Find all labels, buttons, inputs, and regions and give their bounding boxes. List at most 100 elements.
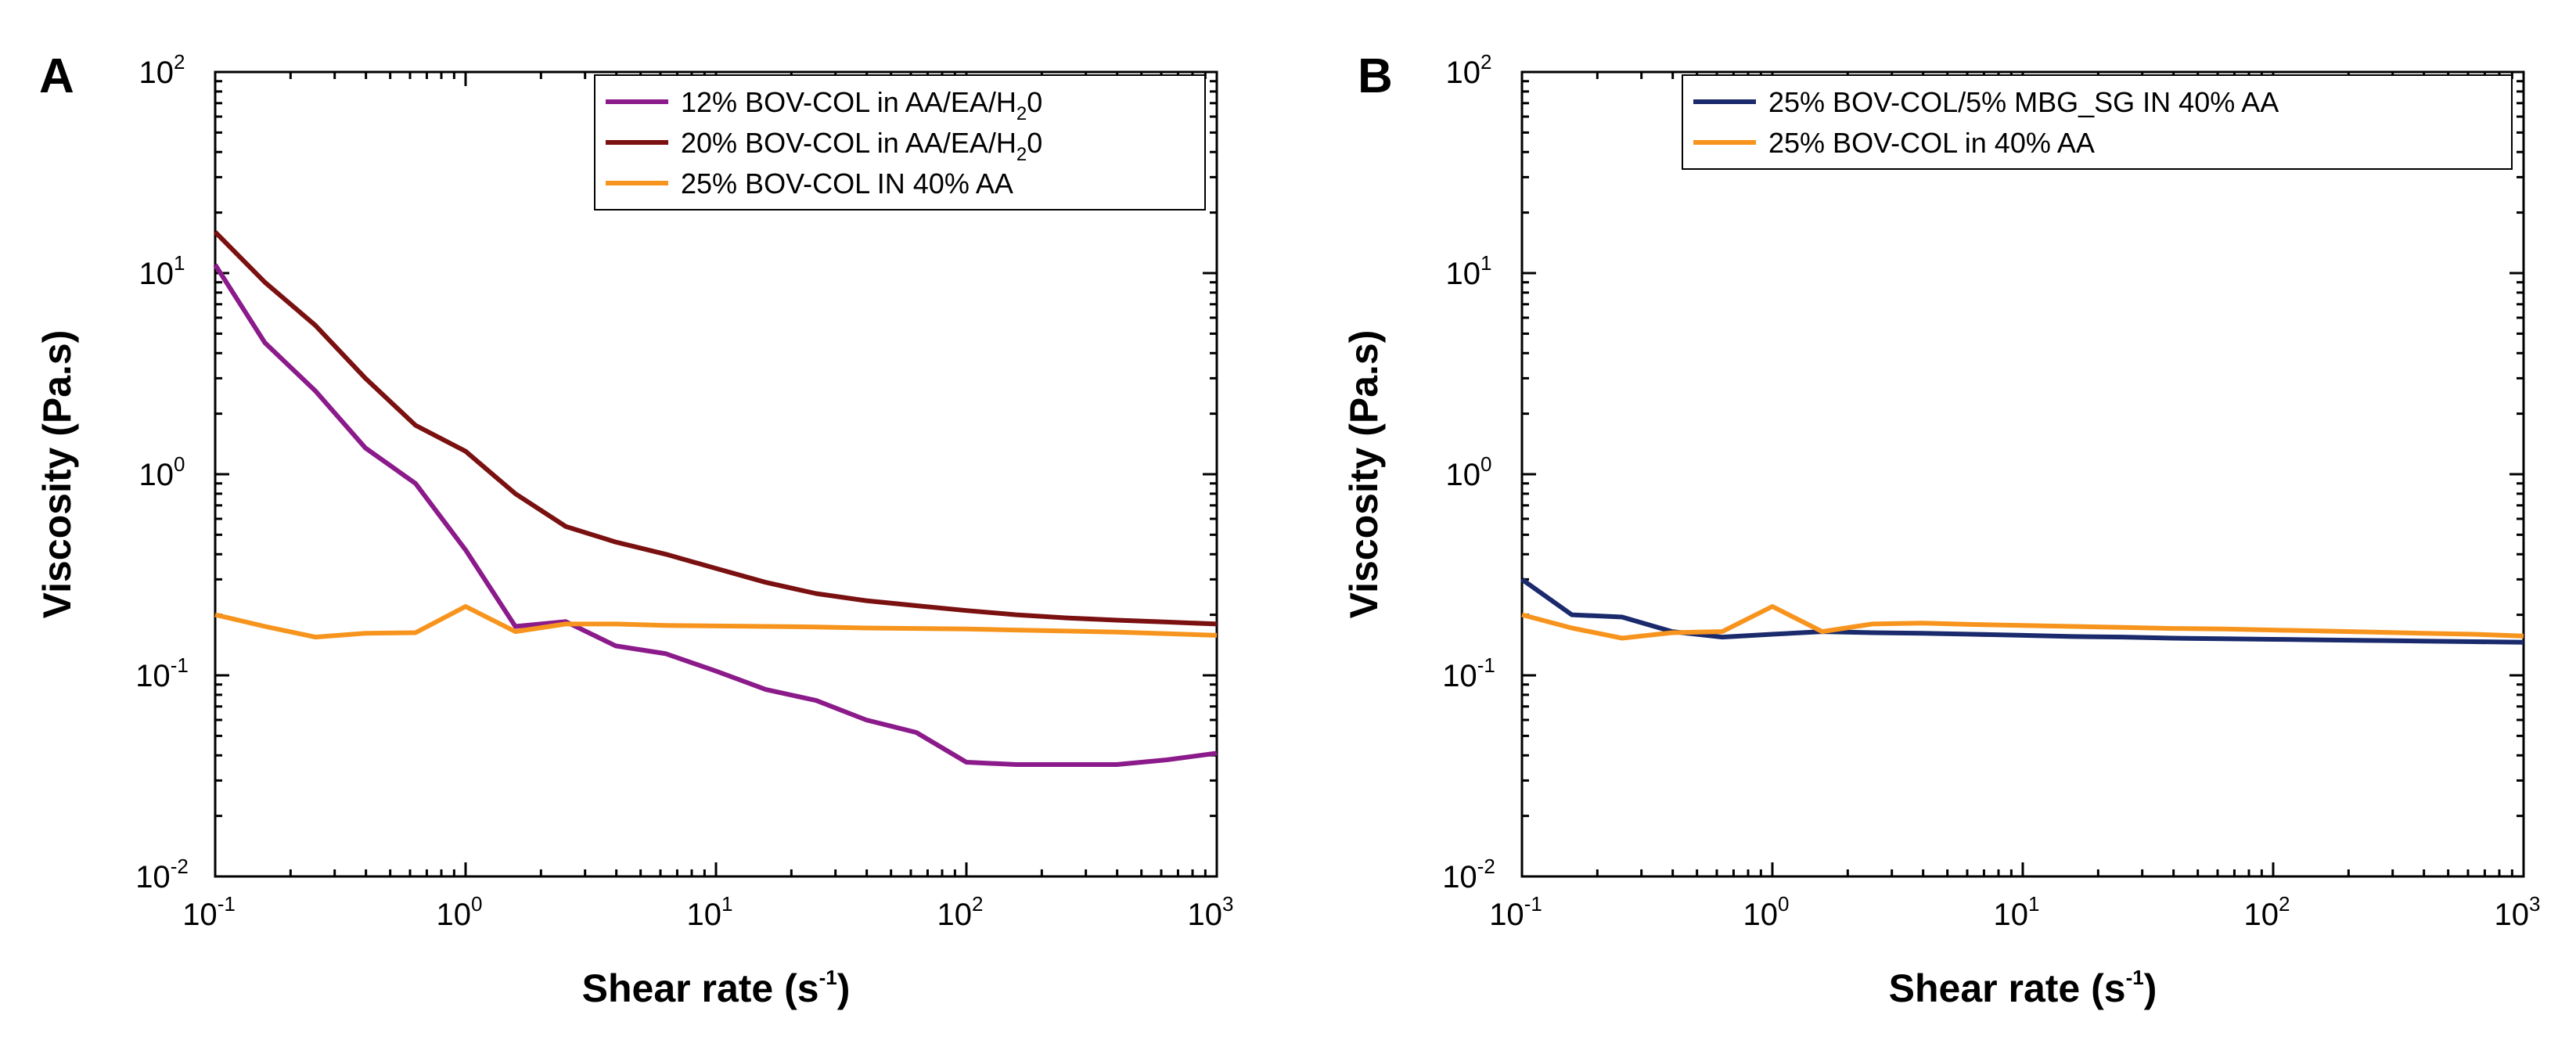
x-tick-label: 10-1 bbox=[182, 892, 236, 932]
x-tick-exponent: -1 bbox=[218, 892, 236, 916]
y-tick-exponent: -1 bbox=[171, 653, 189, 677]
legend-label-1: 25% BOV-COL/5% MBG_SG IN 40% AA bbox=[1768, 86, 2279, 118]
y-tick-base: 10 bbox=[139, 458, 174, 492]
y-tick-exponent: 0 bbox=[1480, 452, 1491, 476]
plot-frame bbox=[1520, 70, 2525, 878]
y-tick-label: 10-1 bbox=[1442, 653, 1495, 693]
x-axis-unit-end: ) bbox=[837, 966, 851, 1010]
legend-label-2: 20% BOV-COL in AA/EA/H20 bbox=[681, 127, 1042, 165]
x-axis-unit: (s bbox=[2091, 966, 2125, 1010]
panel-a: A10-1 100 101 102 10310-210-1100101102Shear … bbox=[35, 49, 1233, 1010]
x-tick-base: 10 bbox=[687, 898, 722, 932]
series-line-3 bbox=[214, 604, 1218, 640]
x-tick-exponent: 3 bbox=[2529, 892, 2540, 916]
legend-label-main: 12% BOV-COL in AA/EA/H bbox=[681, 86, 1016, 118]
x-tick-base: 10 bbox=[937, 898, 973, 932]
y-tick-base: 10 bbox=[135, 860, 171, 894]
panel-b: B10-1 100 101 102 10310-210-1100101102Shear … bbox=[1342, 49, 2540, 1010]
panel-label: A bbox=[39, 49, 74, 103]
y-tick-exponent: 0 bbox=[174, 452, 185, 476]
x-tick-label: 101 bbox=[687, 892, 733, 932]
legend-box bbox=[594, 74, 1206, 211]
x-tick-exponent: 1 bbox=[721, 892, 732, 916]
y-tick-label: 10-2 bbox=[135, 855, 189, 894]
legend-label-main: 25% BOV-COL IN 40% AA bbox=[681, 167, 1013, 200]
x-tick-exponent: -1 bbox=[1524, 892, 1542, 916]
y-tick-label: 100 bbox=[1446, 452, 1492, 492]
legend-label-2: 25% BOV-COL in 40% AA bbox=[1768, 127, 2095, 159]
panel-label: B bbox=[1358, 49, 1393, 103]
x-tick-base: 10 bbox=[437, 898, 472, 932]
x-tick-base: 10 bbox=[1743, 898, 1779, 932]
y-tick-base: 10 bbox=[139, 56, 174, 90]
y-axis-title: Viscosity (Pa.s) bbox=[1342, 330, 1386, 619]
x-axis-title: Shear rate (s-1) bbox=[1889, 966, 2157, 1010]
x-tick-label: 103 bbox=[1188, 892, 1234, 932]
legend-label-main: 20% BOV-COL in AA/EA/H bbox=[681, 127, 1016, 159]
x-tick-exponent: 3 bbox=[1222, 892, 1233, 916]
legend-label-subscript: 2 bbox=[1016, 144, 1027, 165]
x-tick-label: 101 bbox=[1994, 892, 2040, 932]
y-tick-exponent: 1 bbox=[1480, 251, 1491, 275]
x-tick-label: 102 bbox=[2244, 892, 2290, 932]
x-tick-base: 10 bbox=[1188, 898, 1223, 932]
y-tick-exponent: -2 bbox=[1477, 855, 1495, 878]
x-tick-exponent: 0 bbox=[1778, 892, 1789, 916]
x-tick-label: 102 bbox=[937, 892, 984, 932]
y-tick-exponent: 2 bbox=[1480, 50, 1491, 74]
x-tick-exponent: 1 bbox=[2028, 892, 2039, 916]
x-tick-label: 100 bbox=[1743, 892, 1790, 932]
legend-label-main: 25% BOV-COL in 40% AA bbox=[1768, 127, 2095, 159]
x-axis-title: Shear rate (s-1) bbox=[582, 966, 851, 1010]
x-tick-base: 10 bbox=[1489, 898, 1524, 932]
y-axis-title: Viscosity (Pa.s) bbox=[35, 330, 79, 619]
y-tick-label: 100 bbox=[139, 452, 185, 492]
y-tick-base: 10 bbox=[1442, 860, 1477, 894]
x-axis-unit-end: ) bbox=[2144, 966, 2157, 1010]
y-tick-label: 101 bbox=[139, 251, 185, 291]
y-tick-base: 10 bbox=[1446, 257, 1481, 291]
legend-label-subscript: 2 bbox=[1016, 103, 1027, 124]
x-axis-unit-exponent: -1 bbox=[819, 966, 837, 989]
y-tick-exponent: 1 bbox=[174, 251, 185, 275]
x-tick-label: 103 bbox=[2495, 892, 2541, 932]
series-line-2 bbox=[213, 230, 1218, 627]
y-tick-label: 101 bbox=[1446, 251, 1492, 291]
y-tick-label: 102 bbox=[139, 50, 185, 90]
y-tick-exponent: -2 bbox=[171, 855, 189, 878]
y-tick-base: 10 bbox=[135, 659, 171, 693]
x-axis-unit-exponent: -1 bbox=[2126, 966, 2144, 989]
legend-label-1: 12% BOV-COL in AA/EA/H20 bbox=[681, 86, 1042, 124]
x-axis-title-text: Shear rate bbox=[582, 966, 784, 1010]
y-tick-base: 10 bbox=[1446, 56, 1481, 90]
x-tick-base: 10 bbox=[2495, 898, 2530, 932]
x-tick-base: 10 bbox=[2244, 898, 2279, 932]
legend-box bbox=[1682, 74, 2513, 170]
x-tick-label: 100 bbox=[437, 892, 483, 932]
x-axis-title-text: Shear rate bbox=[1889, 966, 2091, 1010]
y-tick-label: 10-2 bbox=[1442, 855, 1495, 894]
y-tick-base: 10 bbox=[139, 257, 174, 291]
x-tick-exponent: 0 bbox=[471, 892, 482, 916]
x-tick-base: 10 bbox=[182, 898, 218, 932]
legend-label-end: 0 bbox=[1027, 127, 1042, 159]
x-tick-exponent: 2 bbox=[2279, 892, 2290, 916]
y-tick-base: 10 bbox=[1442, 659, 1477, 693]
y-tick-exponent: 2 bbox=[174, 50, 185, 74]
legend-label-main: 25% BOV-COL/5% MBG_SG IN 40% AA bbox=[1768, 86, 2279, 118]
series-line-1 bbox=[213, 263, 1218, 767]
x-axis-unit: (s bbox=[784, 966, 818, 1010]
x-tick-base: 10 bbox=[1994, 898, 2029, 932]
y-tick-label: 102 bbox=[1446, 50, 1492, 90]
y-tick-base: 10 bbox=[1446, 458, 1481, 492]
y-tick-exponent: -1 bbox=[1477, 653, 1495, 677]
legend-label-3: 25% BOV-COL IN 40% AA bbox=[681, 167, 1013, 200]
x-tick-exponent: 2 bbox=[972, 892, 983, 916]
y-tick-label: 10-1 bbox=[135, 653, 189, 693]
x-tick-label: 10-1 bbox=[1489, 892, 1542, 932]
legend-label-end: 0 bbox=[1027, 86, 1042, 118]
legend: 25% BOV-COL/5% MBG_SG IN 40% AA 25% BOV-C… bbox=[1682, 74, 2513, 170]
series-line-2 bbox=[1521, 604, 2524, 641]
